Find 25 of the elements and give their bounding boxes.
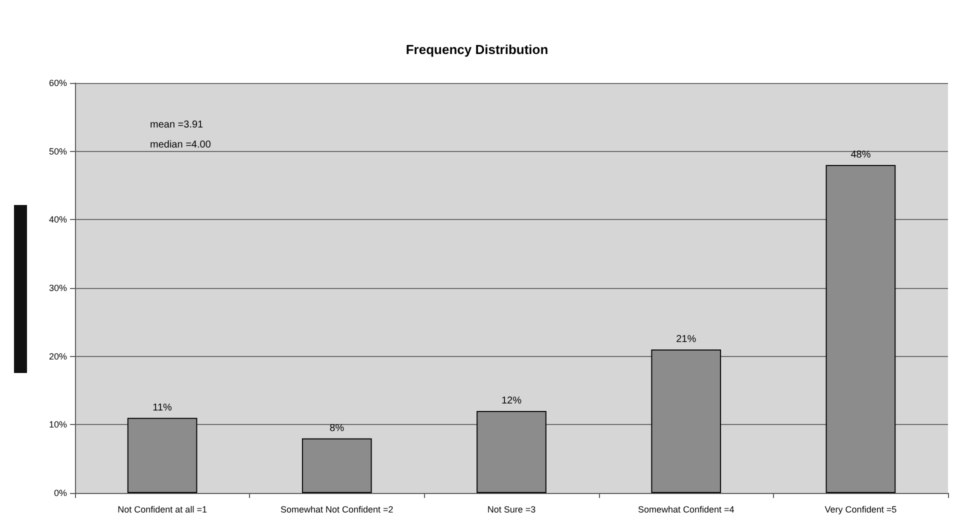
x-tick-label: Not Confident at all =1 [118, 504, 207, 514]
bar [826, 165, 896, 493]
y-tick-label: 0% [54, 488, 67, 498]
x-tick-label: Somewhat Confident =4 [638, 504, 734, 514]
y-tick-label: 10% [48, 420, 67, 430]
y-tick-label: 50% [48, 146, 67, 156]
y-tick-label: 20% [48, 351, 67, 362]
data-label: 11% [152, 402, 172, 414]
annotation: median =4.00 [150, 140, 212, 150]
bar [476, 411, 546, 493]
bar [127, 418, 198, 493]
data-label: 12% [501, 396, 522, 406]
y-tick-label: 40% [48, 214, 67, 225]
x-tick-label: Not Sure =3 [487, 504, 536, 514]
data-label: 8% [330, 422, 344, 434]
bar [651, 350, 722, 493]
bar [302, 438, 372, 493]
data-label: 21% [676, 334, 696, 345]
y-tick-label: 30% [48, 283, 67, 293]
annotation: mean =3.91 [150, 120, 204, 130]
chart-title: Frequency Distribution [406, 42, 548, 57]
data-label: 48% [850, 150, 871, 160]
x-tick-label: Somewhat Not Confident =2 [280, 504, 394, 514]
y-tick-label: 60% [48, 78, 67, 88]
x-tick-label: Very Confident =5 [824, 504, 897, 514]
